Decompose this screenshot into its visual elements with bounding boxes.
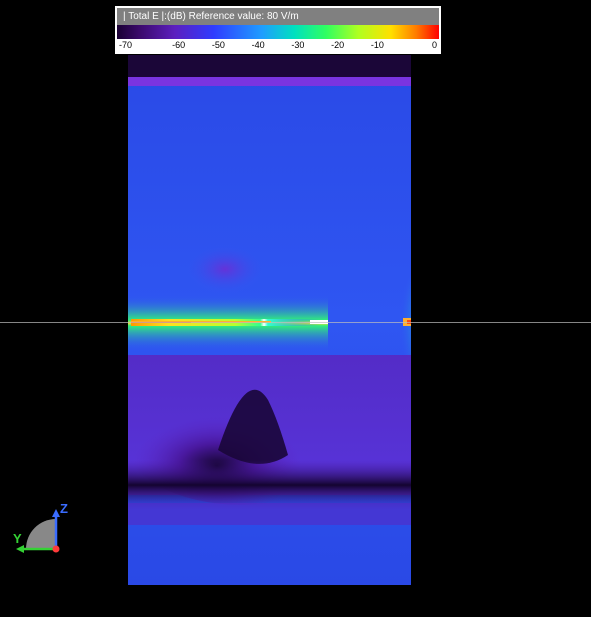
legend-gradient (117, 25, 439, 39)
legend-tick: -30 (278, 40, 318, 50)
horizon-line (0, 322, 591, 323)
efield-heatmap (128, 55, 411, 585)
legend-tick: -70 (119, 40, 159, 50)
legend-tick: -50 (199, 40, 239, 50)
axis-y-label: Y (13, 531, 22, 546)
legend-tick: -40 (238, 40, 278, 50)
legend-tick: -10 (358, 40, 398, 50)
legend-tick: 0 (397, 40, 437, 50)
legend-tick: -20 (318, 40, 358, 50)
axis-wedge-icon (26, 519, 56, 549)
colorbar-legend: | Total E |:(dB) Reference value: 80 V/m (115, 6, 441, 54)
axis-z-label: Z (60, 501, 68, 516)
legend-title: | Total E |:(dB) Reference value: 80 V/m (117, 8, 439, 25)
legend-tick: -60 (159, 40, 199, 50)
legend-ticks: -70 -60 -50 -40 -30 -20 -10 0 (117, 39, 439, 52)
axis-triad: Z Y (14, 503, 74, 563)
